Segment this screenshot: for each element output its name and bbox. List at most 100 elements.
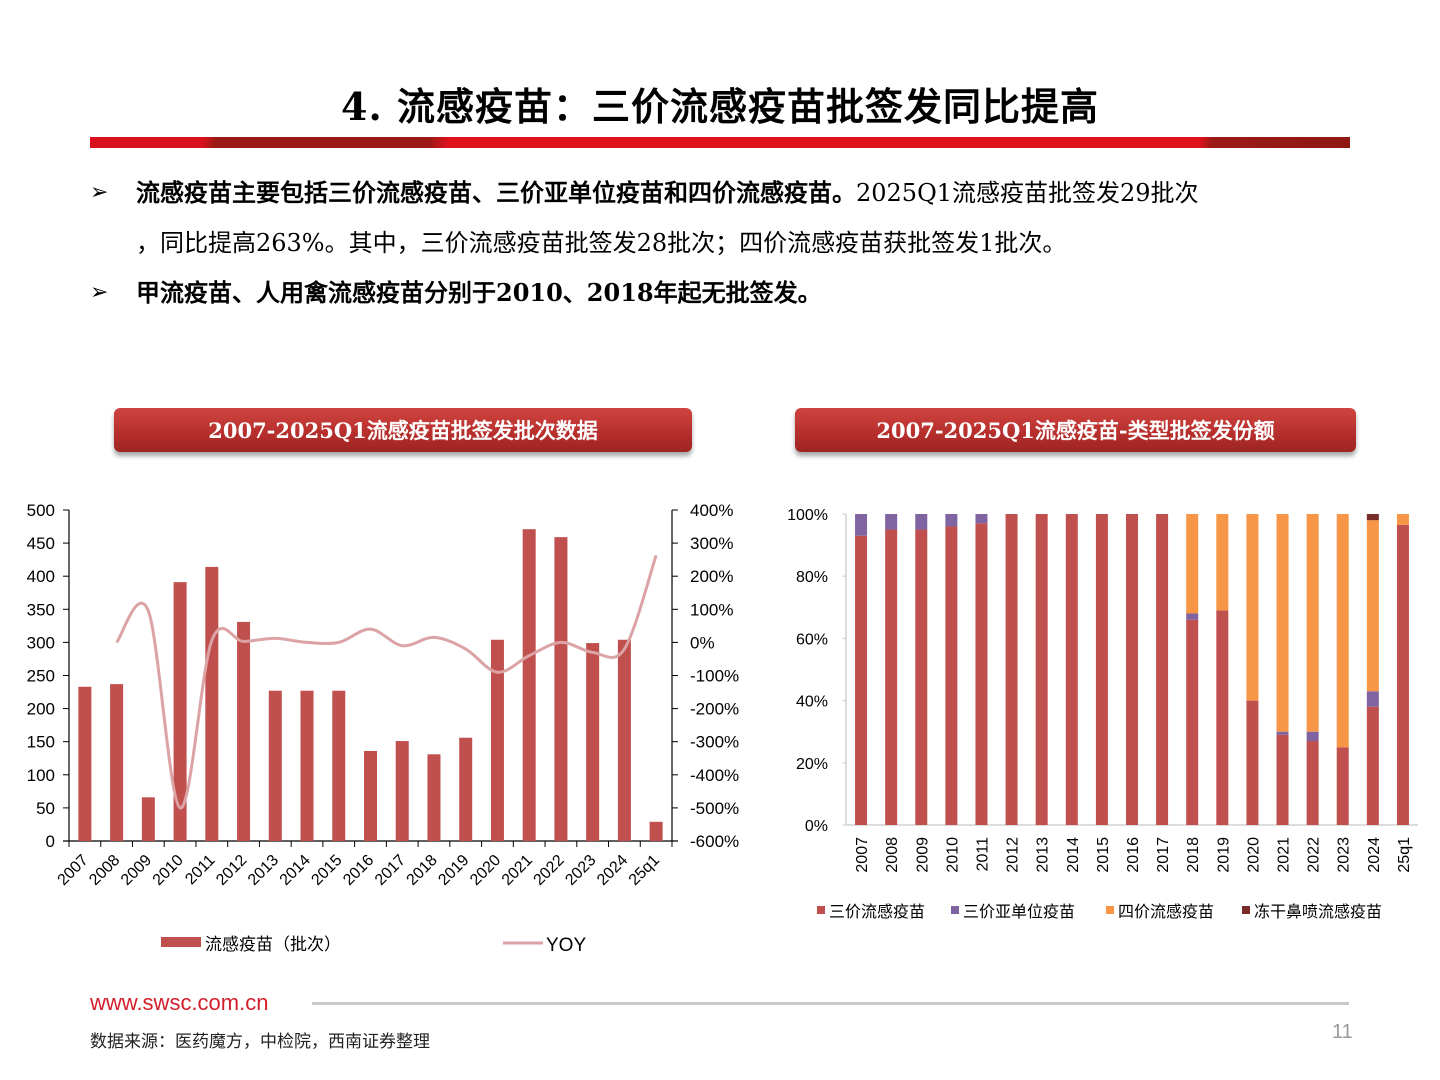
stacked-bar-segment bbox=[1366, 520, 1379, 692]
right-y-tick-label: -300% bbox=[690, 733, 739, 752]
stacked-bar-segment bbox=[1246, 514, 1259, 701]
stacked-bar-segment bbox=[1035, 514, 1048, 825]
bullet-1-bold-text: 流感疫苗主要包括三价流感疫苗、三价亚单位疫苗和四价流感疫苗。 bbox=[136, 178, 856, 207]
right-y-tick-label: 300% bbox=[690, 534, 733, 553]
x-tick-label: 2021 bbox=[1276, 837, 1293, 873]
x-tick-label: 25q1 bbox=[1396, 837, 1413, 873]
arrow-bullet-icon: ➢ bbox=[90, 280, 109, 305]
bar bbox=[490, 639, 504, 841]
stacked-bar-segment bbox=[1186, 619, 1199, 825]
stacked-bar-segment bbox=[1186, 613, 1199, 620]
x-tick-label: 2014 bbox=[277, 852, 314, 889]
stacked-bar-segment bbox=[975, 523, 988, 825]
left-y-tick-label: 500 bbox=[27, 501, 55, 520]
bar bbox=[332, 690, 346, 841]
right-y-tick-label: 200% bbox=[690, 567, 733, 586]
x-tick-label: 2016 bbox=[340, 852, 377, 889]
x-tick-label: 2021 bbox=[499, 852, 536, 889]
y-tick-label: 40% bbox=[796, 694, 828, 711]
y-tick-label: 100% bbox=[787, 507, 828, 524]
bar bbox=[141, 797, 155, 841]
x-tick-label: 2016 bbox=[1125, 837, 1142, 873]
bar bbox=[300, 690, 314, 841]
x-tick-label: 2008 bbox=[86, 852, 123, 889]
x-tick-label: 2011 bbox=[974, 837, 991, 872]
bar bbox=[649, 821, 663, 841]
bar bbox=[617, 639, 631, 841]
left-y-tick-label: 350 bbox=[27, 600, 55, 619]
bar bbox=[237, 621, 251, 841]
x-tick-label: 2011 bbox=[182, 852, 218, 888]
stacked-bar-segment bbox=[1366, 706, 1379, 825]
right-y-tick-label: 0% bbox=[690, 633, 715, 652]
x-tick-label: 2014 bbox=[1065, 837, 1082, 873]
stacked-bar-segment bbox=[975, 514, 988, 524]
bar bbox=[110, 684, 124, 841]
stacked-bar-segment bbox=[1065, 514, 1078, 825]
legend-swatch bbox=[817, 906, 825, 914]
left-y-tick-label: 450 bbox=[27, 534, 55, 553]
stacked-bar-segment bbox=[855, 514, 868, 536]
bar bbox=[459, 737, 473, 841]
stacked-bar-segment bbox=[915, 529, 928, 825]
x-tick-label: 2024 bbox=[1366, 837, 1383, 873]
x-tick-label: 2008 bbox=[884, 837, 901, 873]
bullet-1-continuation: ，同比提高263%。其中，三价流感疫苗批签发28批次；四价流感疫苗获批签发1批次… bbox=[136, 229, 1067, 257]
stacked-bar-segment bbox=[1186, 514, 1199, 614]
stacked-bar-segment bbox=[885, 514, 898, 530]
bar bbox=[268, 690, 282, 841]
right-y-tick-label: 100% bbox=[690, 600, 733, 619]
title-divider-bar bbox=[90, 137, 1350, 148]
left-y-tick-label: 0 bbox=[46, 832, 55, 851]
legend-label: 三价流感疫苗 bbox=[829, 903, 925, 921]
stacked-bar-segment bbox=[1216, 514, 1229, 611]
bar bbox=[522, 529, 536, 841]
bar bbox=[364, 750, 377, 841]
bar bbox=[395, 741, 409, 841]
stacked-bar-segment bbox=[1156, 514, 1169, 825]
yoy-line bbox=[115, 554, 658, 810]
legend-label: 冻干鼻喷流感疫苗 bbox=[1254, 903, 1382, 921]
x-tick-label: 2010 bbox=[150, 852, 187, 889]
left-y-tick-label: 100 bbox=[27, 766, 55, 785]
bullet-list: ➢ 流感疫苗主要包括三价流感疫苗、三价亚单位疫苗和四价流感疫苗。2025Q1流感… bbox=[90, 168, 1370, 318]
bullet-item-1: ➢ 流感疫苗主要包括三价流感疫苗、三价亚单位疫苗和四价流感疫苗。2025Q1流感… bbox=[90, 168, 1370, 218]
right-y-tick-label: -600% bbox=[690, 832, 739, 851]
legend-label: 三价亚单位疫苗 bbox=[963, 903, 1075, 921]
stacked-bar-segment bbox=[855, 535, 868, 825]
x-tick-label: 2013 bbox=[1035, 837, 1052, 873]
x-tick-label: 2013 bbox=[245, 852, 282, 889]
left-y-tick-label: 300 bbox=[27, 633, 55, 652]
legend-swatch bbox=[1106, 906, 1114, 914]
stacked-bar-segment bbox=[1126, 514, 1138, 825]
stacked-bar-segment bbox=[1396, 514, 1409, 525]
x-tick-label: 2023 bbox=[562, 852, 599, 889]
y-tick-label: 0% bbox=[805, 818, 828, 835]
stacked-bar-segment bbox=[1396, 524, 1409, 825]
legend-swatch bbox=[951, 906, 959, 914]
right-y-tick-label: 400% bbox=[690, 501, 733, 520]
left-chart-title: 2007-2025Q1流感疫苗批签发批次数据 bbox=[114, 408, 692, 452]
x-tick-label: 2012 bbox=[213, 852, 250, 889]
x-tick-label: 2019 bbox=[435, 852, 472, 889]
bar bbox=[173, 582, 187, 841]
page-title: 4. 流感疫苗：三价流感疫苗批签发同比提高 bbox=[341, 84, 1099, 129]
right-y-tick-label: -500% bbox=[690, 799, 739, 818]
x-tick-label: 2020 bbox=[467, 852, 504, 889]
legend-swatch bbox=[1242, 906, 1250, 914]
footer-url[interactable]: www.swsc.com.cn bbox=[90, 990, 269, 1015]
stacked-bar-segment bbox=[1276, 734, 1289, 825]
x-tick-label: 2022 bbox=[1306, 837, 1323, 873]
bar bbox=[427, 754, 441, 841]
left-y-tick-label: 150 bbox=[27, 733, 55, 752]
x-tick-label: 25q1 bbox=[626, 852, 663, 889]
y-tick-label: 80% bbox=[796, 569, 828, 586]
x-tick-label: 2007 bbox=[55, 852, 92, 889]
x-tick-label: 2015 bbox=[1095, 837, 1112, 873]
stacked-bar-segment bbox=[1366, 514, 1379, 521]
stacked-bar-segment bbox=[1216, 610, 1229, 825]
x-tick-label: 2007 bbox=[854, 837, 871, 873]
bullet-2-bold-text: 甲流疫苗、人用禽流感疫苗分别于2010、2018年起无批签发。 bbox=[136, 278, 822, 307]
arrow-bullet-icon: ➢ bbox=[90, 180, 109, 205]
left-y-tick-label: 250 bbox=[27, 667, 55, 686]
